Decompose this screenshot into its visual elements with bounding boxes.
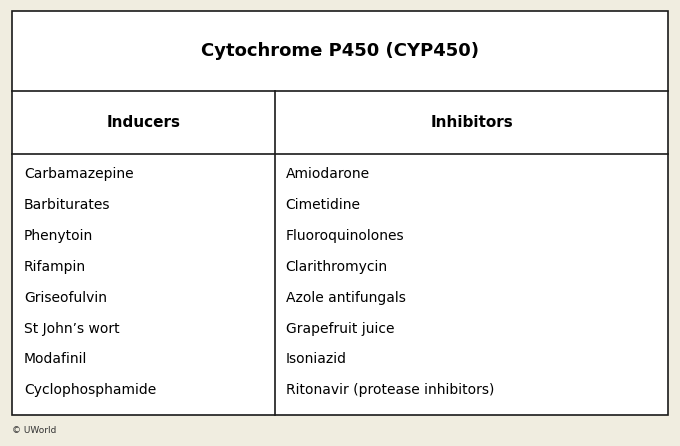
Text: Rifampin: Rifampin xyxy=(24,260,86,274)
Text: Fluoroquinolones: Fluoroquinolones xyxy=(286,229,404,243)
Text: Inhibitors: Inhibitors xyxy=(430,115,513,130)
Text: Amiodarone: Amiodarone xyxy=(286,167,370,181)
Text: Azole antifungals: Azole antifungals xyxy=(286,290,405,305)
Text: Ritonavir (protease inhibitors): Ritonavir (protease inhibitors) xyxy=(286,384,494,397)
Text: Isoniazid: Isoniazid xyxy=(286,352,347,367)
Text: St John’s wort: St John’s wort xyxy=(24,322,120,335)
Text: Cytochrome P450 (CYP450): Cytochrome P450 (CYP450) xyxy=(201,42,479,60)
Text: Modafinil: Modafinil xyxy=(24,352,87,367)
Text: Carbamazepine: Carbamazepine xyxy=(24,167,133,181)
Text: Griseofulvin: Griseofulvin xyxy=(24,290,107,305)
Text: Inducers: Inducers xyxy=(107,115,181,130)
Text: Cimetidine: Cimetidine xyxy=(286,198,360,212)
Text: Grapefruit juice: Grapefruit juice xyxy=(286,322,394,335)
Text: Cyclophosphamide: Cyclophosphamide xyxy=(24,384,156,397)
Text: Clarithromycin: Clarithromycin xyxy=(286,260,388,274)
Text: Barbiturates: Barbiturates xyxy=(24,198,110,212)
Text: © UWorld: © UWorld xyxy=(12,426,56,435)
Text: Phenytoin: Phenytoin xyxy=(24,229,93,243)
